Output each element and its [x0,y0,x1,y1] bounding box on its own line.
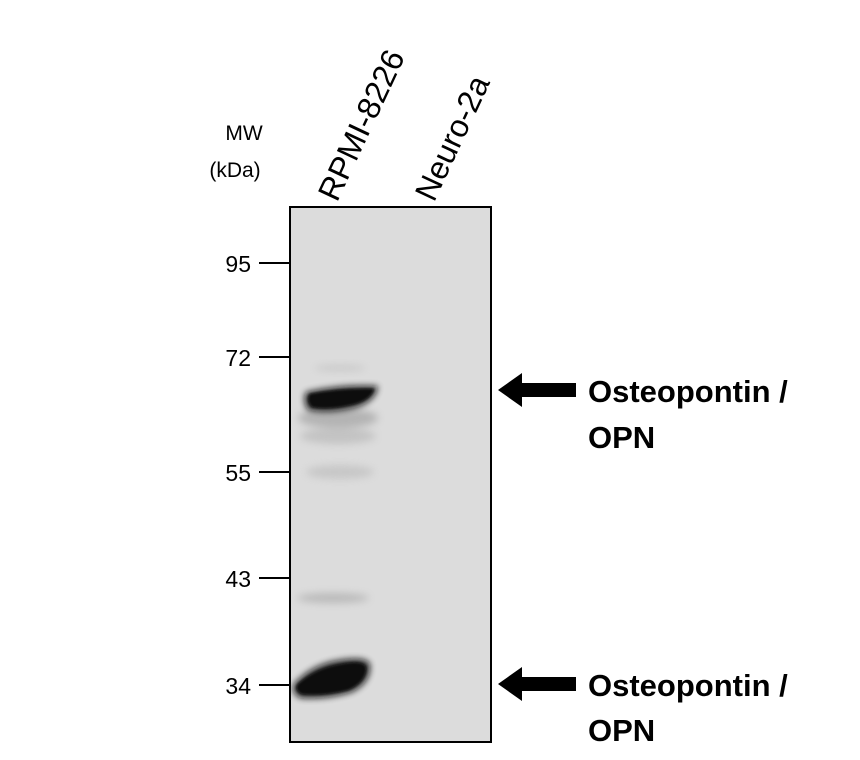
faint-band-42kda [297,593,369,603]
mw-marker-label: 95 [225,251,251,277]
mw-marker-label: 55 [225,460,251,486]
left-arrow-icon [498,667,576,701]
mw-marker-55: 55 [225,460,290,486]
mw-header-label: MW [225,122,262,145]
annotation-label-line2: OPN [588,420,655,455]
annotation-upper: Osteopontin / OPN [498,373,788,455]
lane-rpmi-8226-bands [292,365,378,699]
lane-label-rpmi-8226: RPMI-8226 [311,44,412,206]
annotation-label-line2: OPN [588,713,655,748]
mw-marker-72: 72 [225,345,290,371]
mw-marker-34: 34 [225,673,290,699]
osteopontin-band-lower [292,658,371,699]
mw-marker-label: 34 [225,673,251,699]
osteopontin-band-upper [304,385,378,412]
annotation-lower: Osteopontin / OPN [498,667,788,748]
annotation-label-line1: Osteopontin / [588,374,788,409]
annotation-label-line1: Osteopontin / [588,668,788,703]
faint-band-72kda [314,365,366,371]
mw-marker-label: 43 [225,566,251,592]
mw-marker-label: 72 [225,345,251,371]
mw-marker-43: 43 [225,566,290,592]
left-arrow-icon [498,373,576,407]
lane-label-neuro-2a: Neuro-2a [408,70,497,206]
kda-unit-label: (kDa) [209,159,260,182]
faint-smear-band [300,428,376,444]
faint-band-55kda [306,465,374,479]
faint-smear-band [298,408,378,428]
mw-marker-95: 95 [225,251,290,277]
